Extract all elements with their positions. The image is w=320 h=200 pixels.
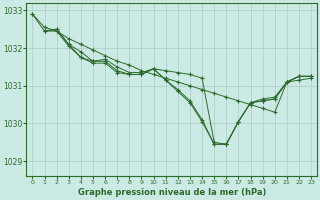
- X-axis label: Graphe pression niveau de la mer (hPa): Graphe pression niveau de la mer (hPa): [77, 188, 266, 197]
